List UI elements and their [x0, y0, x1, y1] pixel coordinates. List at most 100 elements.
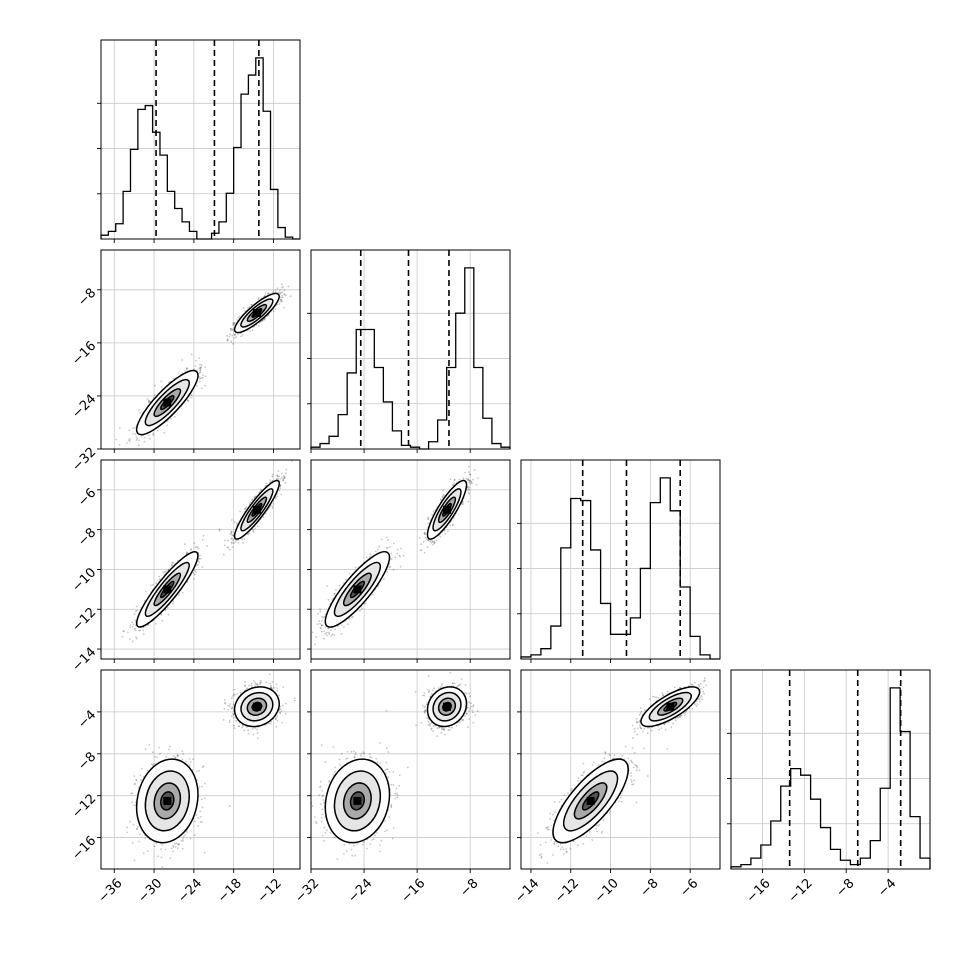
sample-point [193, 542, 196, 544]
sample-point [279, 478, 282, 480]
sample-point [324, 626, 327, 628]
sample-point [134, 433, 137, 435]
sample-point [232, 539, 234, 542]
sample-point [230, 537, 233, 540]
sample-point [256, 525, 259, 528]
sample-point [242, 307, 245, 309]
sample-point [204, 375, 207, 378]
sample-point [269, 479, 271, 481]
sample-point [190, 548, 193, 551]
sample-point [172, 561, 175, 564]
sample-point [236, 522, 238, 525]
sample-point [279, 485, 282, 487]
sample-point [280, 299, 283, 302]
sample-point [152, 434, 155, 436]
sample-point [271, 505, 274, 508]
sample-point [252, 531, 255, 533]
sample-point [171, 563, 173, 566]
sample-point [198, 557, 201, 560]
sample-point [320, 624, 323, 627]
sample-point [232, 322, 234, 324]
sample-point [131, 621, 134, 623]
sample-point [160, 614, 163, 616]
sample-point [199, 367, 202, 369]
sample-point [402, 555, 405, 557]
sample-point [165, 570, 168, 572]
sample-point [237, 316, 240, 319]
sample-point [218, 528, 221, 531]
sample-point [281, 300, 284, 303]
panel-frame [100, 249, 301, 450]
sample-point [280, 298, 282, 301]
sample-point [202, 376, 204, 379]
sample-point [135, 605, 138, 608]
sample-point [131, 625, 134, 628]
sample-point [324, 632, 327, 635]
sample-point [369, 553, 372, 556]
sample-point [123, 630, 125, 633]
sample-point [375, 550, 377, 553]
sample-point [230, 542, 233, 545]
sample-point [222, 553, 225, 556]
sample-point [198, 357, 201, 359]
sample-point [247, 307, 249, 309]
sample-point [198, 376, 201, 378]
sample-point [229, 333, 232, 336]
sample-point [315, 636, 317, 638]
sample-point [386, 571, 388, 573]
sample-point [226, 546, 229, 549]
sample-point [172, 602, 175, 605]
sample-point [283, 476, 286, 479]
sample-point [275, 497, 277, 500]
sample-point [206, 545, 209, 547]
sample-point [196, 546, 198, 549]
sample-point [230, 530, 233, 533]
sample-point [352, 615, 354, 618]
sample-point [172, 600, 175, 603]
sample-point [239, 510, 242, 513]
sample-point [244, 507, 247, 510]
sample-point [234, 333, 237, 335]
sample-point [148, 400, 151, 403]
sample-point [198, 380, 201, 383]
sample-point [227, 539, 229, 542]
sample-point [142, 629, 145, 632]
sample-point [193, 573, 196, 576]
sample-point [185, 367, 188, 370]
sample-point [278, 303, 281, 305]
sample-point [247, 533, 250, 536]
sample-point [127, 439, 130, 441]
sample-point [323, 637, 325, 640]
sample-point [186, 400, 189, 402]
sample-point [338, 584, 341, 587]
sample-point [232, 342, 235, 345]
sample-point [185, 367, 188, 370]
sample-point [248, 532, 251, 535]
sample-point [199, 371, 202, 374]
sample-point [231, 334, 234, 337]
sample-point [223, 544, 226, 547]
sample-point [378, 545, 381, 548]
sample-point [192, 578, 195, 580]
sample-point [227, 546, 230, 549]
sample-point [257, 297, 260, 300]
sample-point [131, 640, 134, 643]
sample-point [148, 401, 150, 404]
sample-point [195, 571, 197, 573]
sample-point [231, 329, 234, 332]
sample-point [177, 594, 180, 596]
sample-point [157, 429, 159, 432]
sample-point [129, 626, 132, 629]
sample-point [262, 319, 264, 322]
sample-point [231, 519, 233, 521]
sample-point [199, 367, 202, 369]
sample-point [199, 557, 202, 560]
sample-point [228, 548, 231, 551]
sample-point [198, 371, 201, 374]
sample-point [320, 624, 323, 627]
sample-point [276, 495, 279, 498]
sample-point [260, 489, 262, 492]
sample-point [190, 394, 193, 397]
sample-point [148, 400, 151, 402]
sample-point [198, 367, 201, 370]
